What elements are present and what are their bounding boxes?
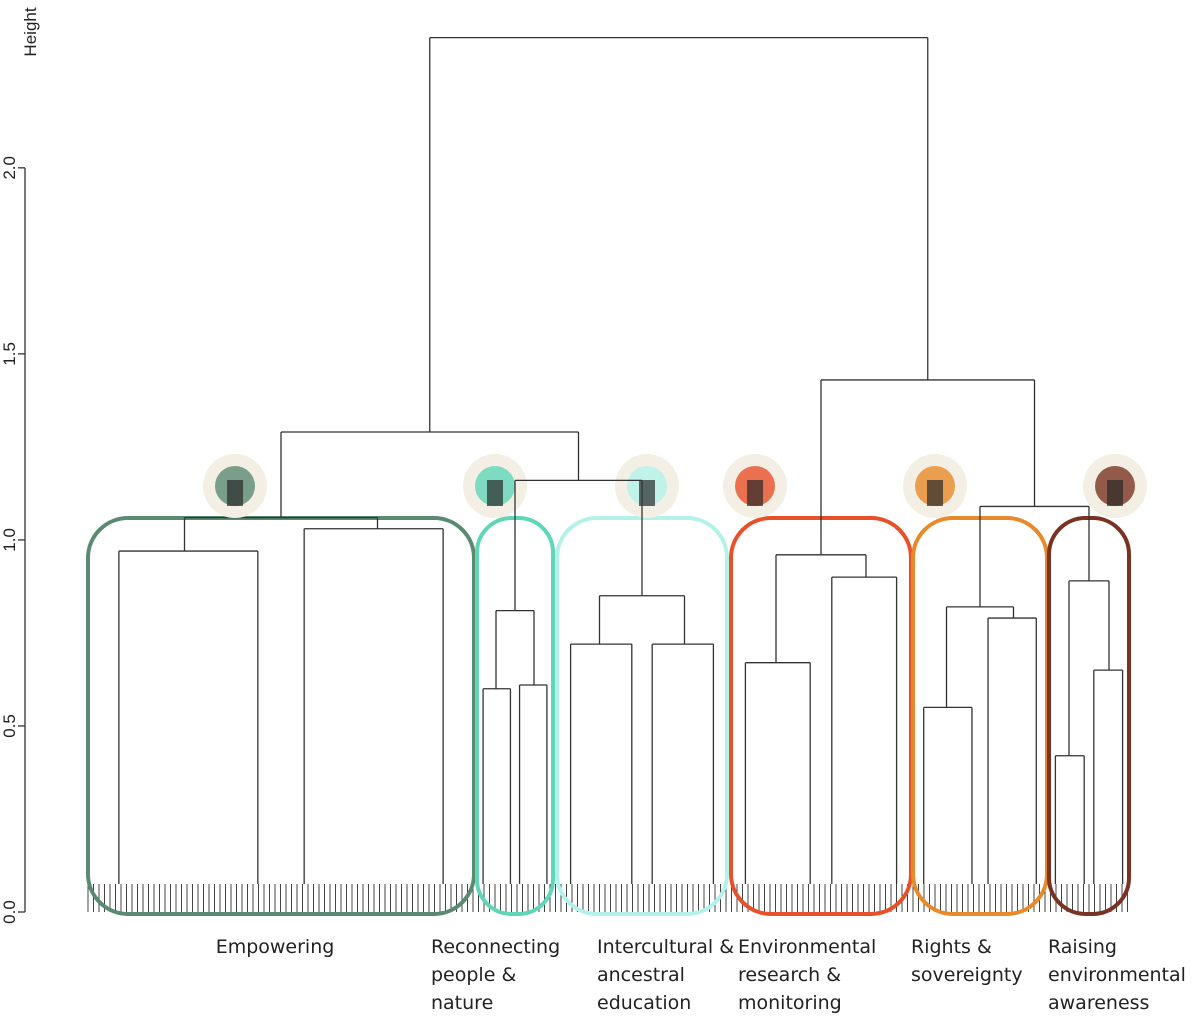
cluster-icon xyxy=(639,480,655,506)
cluster-icon xyxy=(487,480,503,506)
y-tick-label: 1.5 xyxy=(0,342,19,366)
cluster-box xyxy=(86,516,476,916)
y-tick-label: 0.0 xyxy=(0,900,19,924)
cluster-label: Empowering xyxy=(215,936,335,958)
y-axis-label: Height xyxy=(21,7,40,56)
y-tick-label: 2.0 xyxy=(0,156,19,180)
y-tick-label: 1.0 xyxy=(0,528,19,552)
cluster-label: Environmental research & monitoring xyxy=(738,936,877,1014)
cluster-icon xyxy=(747,480,763,506)
cluster-icon xyxy=(1107,480,1123,506)
cluster-label: Raising environmental awareness xyxy=(1048,936,1186,1014)
cluster-label: Reconnecting people & nature xyxy=(431,936,561,1014)
y-tick-label: 0.5 xyxy=(0,714,19,738)
cluster-icon xyxy=(227,480,243,506)
cluster-label: Rights & sovereignty xyxy=(911,936,1023,986)
cluster-label: Intercultural & ancestral education xyxy=(597,936,735,1014)
cluster-icon xyxy=(927,480,943,506)
